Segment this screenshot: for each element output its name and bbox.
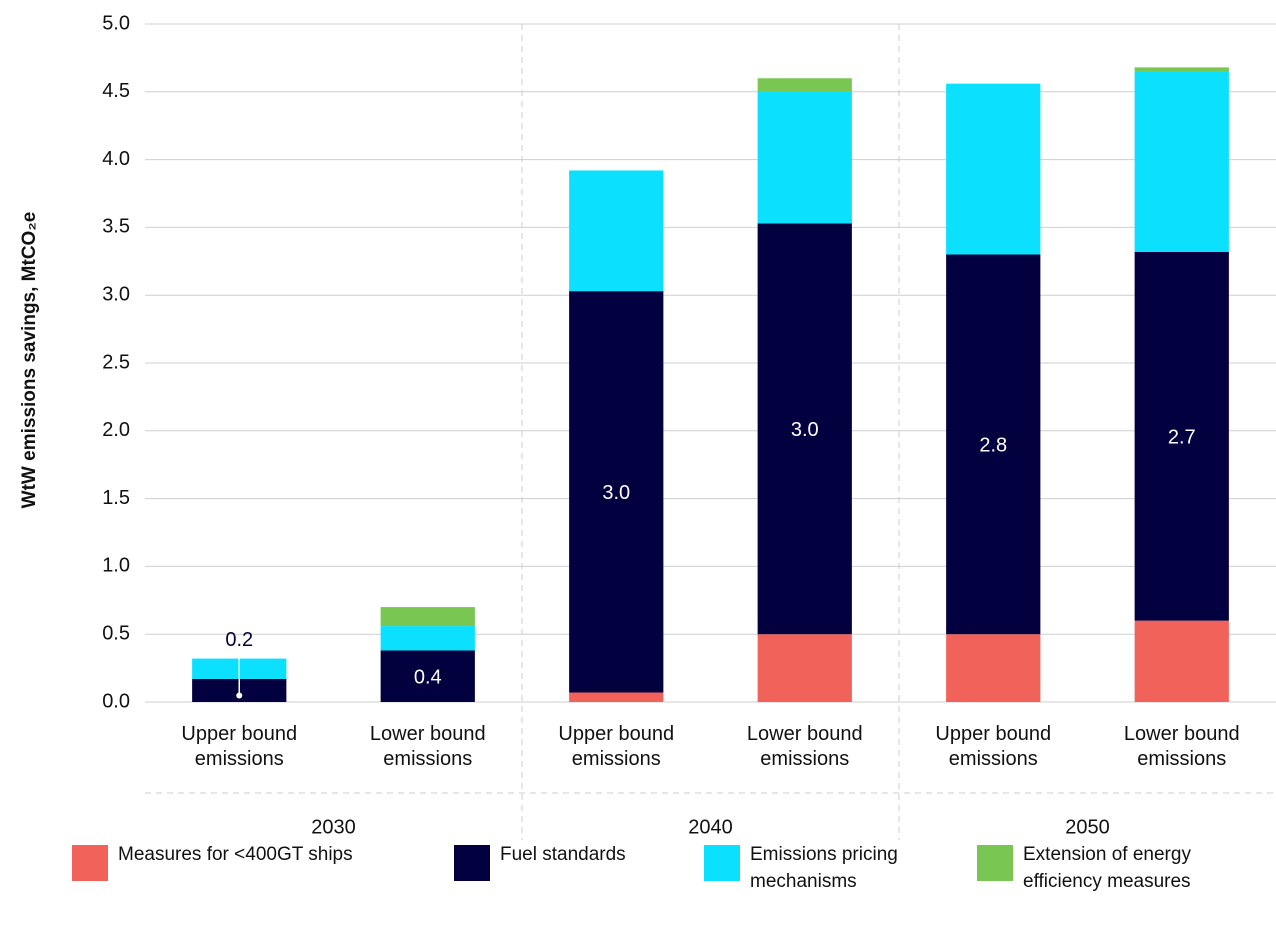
data-label: 0.2	[225, 629, 253, 651]
legend-label: Fuel standards	[500, 844, 626, 865]
y-tick-label: 1.0	[102, 555, 130, 577]
data-label: 3.0	[602, 482, 630, 504]
x-tick-label: Upper bound emissions	[181, 723, 298, 770]
y-tick-label: 4.0	[102, 148, 130, 170]
x-tick-label: Lower bound emissions	[1123, 723, 1240, 770]
bar-segment	[1134, 620, 1229, 702]
data-label: 3.0	[791, 419, 819, 441]
bar-segment	[757, 634, 852, 702]
y-tick-label: 4.5	[102, 80, 130, 102]
y-axis-label: WtW emissions savings, MtCO₂e	[19, 212, 40, 509]
x-tick-label: Upper bound emissions	[558, 723, 675, 770]
bar-segment	[1134, 67, 1229, 72]
bar-segment	[569, 692, 664, 702]
legend-item: Emissions pricing mechanisms	[704, 844, 934, 895]
x-tick-label: Lower bound emissions	[369, 723, 486, 770]
legend-label: Emissions pricing mechanisms	[750, 844, 898, 892]
data-label: 2.8	[979, 435, 1007, 457]
data-label: 0.4	[414, 667, 442, 689]
x-tick-label: Upper bound emissions	[935, 723, 1052, 770]
bar-segment	[1134, 71, 1229, 252]
bar-segment	[757, 78, 852, 92]
legend-swatch	[977, 845, 1013, 881]
legend-label: Measures for <400GT ships	[118, 844, 353, 865]
bar-segment	[380, 650, 475, 702]
y-tick-label: 2.0	[102, 419, 130, 441]
group-label: 2040	[688, 816, 733, 838]
legend-swatch	[454, 845, 490, 881]
bar-segment	[1134, 251, 1229, 621]
y-tick-label: 0.0	[102, 690, 130, 712]
group-label: 2050	[1065, 816, 1110, 838]
y-tick-label: 3.0	[102, 283, 130, 305]
legend-swatch	[72, 845, 108, 881]
bar-segment	[569, 291, 664, 693]
y-tick-label: 1.5	[102, 487, 130, 509]
bar-segment	[946, 254, 1041, 635]
data-label: 2.7	[1168, 427, 1196, 449]
legend-item: Extension of energy efficiency measures	[977, 844, 1247, 895]
legend-swatch	[704, 845, 740, 881]
bar-segment	[380, 607, 475, 627]
y-tick-label: 5.0	[102, 12, 130, 34]
group-label: 2030	[311, 816, 356, 838]
legend-item: Measures for <400GT ships	[72, 844, 412, 881]
bar-segment	[757, 223, 852, 635]
bar-segment	[946, 83, 1041, 255]
bar-segment	[569, 170, 664, 292]
legend-label: Extension of energy efficiency measures	[1023, 844, 1191, 892]
y-tick-label: 2.5	[102, 351, 130, 373]
bar-segment	[380, 626, 475, 651]
y-tick-label: 0.5	[102, 622, 130, 644]
bar-segment	[946, 634, 1041, 702]
bar-segment	[757, 91, 852, 224]
label-dot	[236, 692, 243, 699]
y-tick-label: 3.5	[102, 216, 130, 238]
x-tick-label: Lower bound emissions	[746, 723, 863, 770]
legend-item: Fuel standards	[454, 844, 654, 881]
